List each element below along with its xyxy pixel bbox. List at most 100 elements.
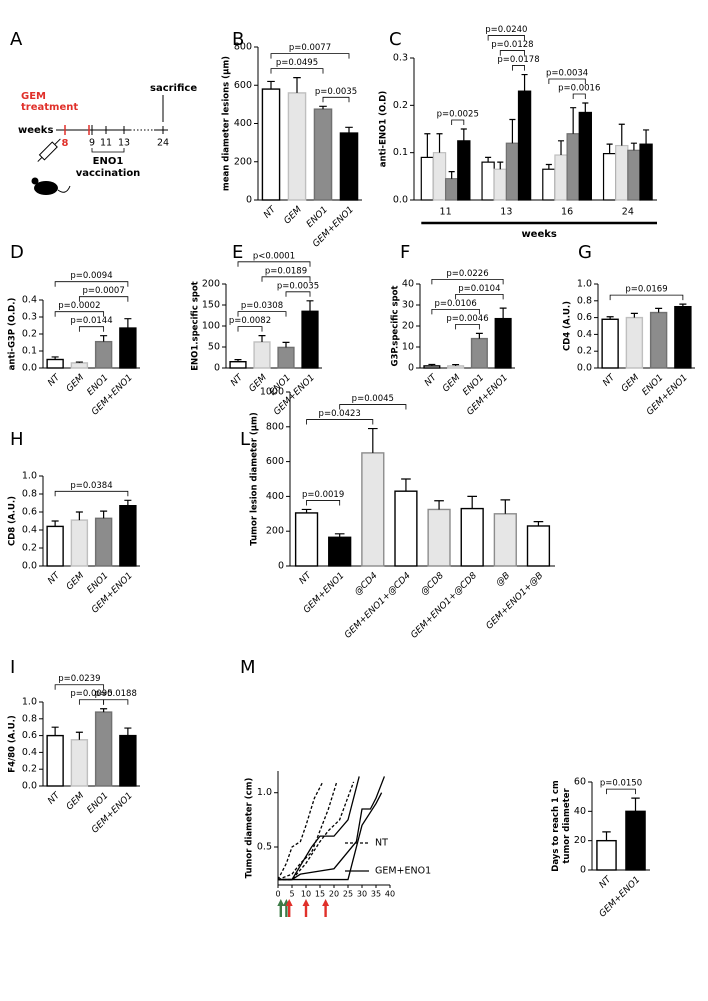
significance-bracket xyxy=(609,294,684,301)
y-tick-label: 30 xyxy=(402,300,414,311)
y-tick-label: 0.3 xyxy=(393,53,408,64)
tumor-growth-line xyxy=(277,781,324,880)
y-tick-label: 0 xyxy=(246,195,252,206)
error-bar xyxy=(618,123,625,146)
y-tick-label: 0.8 xyxy=(22,713,37,724)
bar xyxy=(339,132,359,201)
significance-bracket xyxy=(270,53,350,59)
bar xyxy=(481,161,495,201)
error-bar xyxy=(267,80,275,90)
x-tick-label: 5 xyxy=(289,890,294,899)
x-tick-label: 40 xyxy=(385,890,395,899)
bar xyxy=(70,739,89,787)
bar xyxy=(526,525,551,567)
bar xyxy=(625,316,644,369)
mouse-tail xyxy=(57,185,71,193)
bar xyxy=(253,341,271,369)
y-tick-label: 800 xyxy=(266,421,284,432)
bar xyxy=(625,810,646,871)
panel-letter: L xyxy=(240,429,250,450)
significance-bracket xyxy=(512,65,525,71)
p-value-label: p=0.0035 xyxy=(277,281,319,291)
significance-bracket xyxy=(431,278,504,285)
significance-bracket xyxy=(455,323,480,330)
significance-bracket xyxy=(54,311,105,317)
bar xyxy=(596,839,617,871)
y-axis-label: tumor diameter xyxy=(562,788,572,864)
y-tick-label: 0.8 xyxy=(577,295,592,306)
p-value-label: p=0.0095 xyxy=(70,689,112,699)
error-bar xyxy=(100,708,108,713)
error-bar xyxy=(497,161,504,170)
error-bar xyxy=(75,361,83,363)
bar xyxy=(566,133,580,201)
y-axis-label: CD4 (A.U.) xyxy=(563,301,573,351)
x-tick-label: NT xyxy=(229,372,246,389)
error-bar xyxy=(306,300,314,312)
x-tick-label: 13 xyxy=(500,207,512,218)
syringe-needle xyxy=(54,138,61,145)
error-bar xyxy=(448,171,455,179)
bar xyxy=(328,536,352,567)
significance-bracket xyxy=(78,326,105,332)
y-tick-label: 400 xyxy=(234,118,252,129)
y-tick-label: 0.0 xyxy=(22,781,37,792)
x-tick-label: @CD4 xyxy=(353,571,380,598)
y-tick-label: 0.1 xyxy=(22,346,37,357)
y-tick-label: 0.5 xyxy=(257,842,272,853)
treatment-arrow xyxy=(285,899,293,917)
error-bar xyxy=(570,107,577,134)
error-bar xyxy=(293,77,301,93)
treatment-arrow xyxy=(302,899,310,917)
error-bar xyxy=(301,508,312,513)
bar xyxy=(229,361,247,369)
bar xyxy=(46,358,64,369)
significance-bracket xyxy=(499,50,525,56)
y-tick-label: 0.4 xyxy=(22,747,37,758)
y-tick-label: 150 xyxy=(202,300,220,311)
x-tick-label: 35 xyxy=(371,890,381,899)
y-tick-label: 600 xyxy=(266,456,284,467)
error-bar xyxy=(75,731,83,740)
x-tick-label: @CD8 xyxy=(419,571,446,598)
bar xyxy=(542,168,556,201)
p-value-label: p=0.0046 xyxy=(446,314,488,324)
x-tick-label: GEM+ENO1+@CD4 xyxy=(343,571,413,641)
p-value-label: p=0.0025 xyxy=(437,110,479,120)
error-bar xyxy=(655,307,663,313)
p-value-label: p=0.0106 xyxy=(434,299,476,309)
x-tick-label: 10 xyxy=(301,890,311,899)
y-tick-label: 0.3 xyxy=(22,312,37,323)
significance-bracket xyxy=(54,490,129,497)
error-bar xyxy=(428,363,436,366)
y-tick-label: 20 xyxy=(402,321,414,332)
significance-bracket xyxy=(54,281,129,287)
x-tick-label: @B xyxy=(494,571,512,589)
y-tick-label: 0.0 xyxy=(577,363,592,374)
significance-bracket xyxy=(451,119,465,125)
error-bar xyxy=(51,726,59,736)
y-tick-label: 200 xyxy=(266,526,284,537)
p-value-label: p=0.0495 xyxy=(276,58,318,68)
p-value-label: p=0.0082 xyxy=(229,316,271,326)
significance-bracket xyxy=(103,699,129,705)
significance-bracket xyxy=(237,311,287,317)
p-value-label: p=0.0226 xyxy=(446,269,488,279)
y-tick-label: 1.0 xyxy=(22,697,37,708)
x-tick-label: NT xyxy=(598,874,615,891)
y-tick-label: 0.2 xyxy=(22,764,37,775)
bar xyxy=(70,362,89,369)
bar xyxy=(119,327,137,369)
error-bar xyxy=(475,332,483,339)
error-bar xyxy=(509,118,516,144)
bar xyxy=(432,152,447,201)
x-tick-label: NT xyxy=(46,372,63,389)
y-tick-label: 0.2 xyxy=(22,329,37,340)
y-tick-label: 0 xyxy=(408,363,414,374)
bar xyxy=(294,512,319,567)
syringe-icon xyxy=(37,138,61,162)
y-tick-label: 0.0 xyxy=(22,561,37,572)
mouse-icon xyxy=(31,177,71,195)
bar xyxy=(423,365,441,369)
